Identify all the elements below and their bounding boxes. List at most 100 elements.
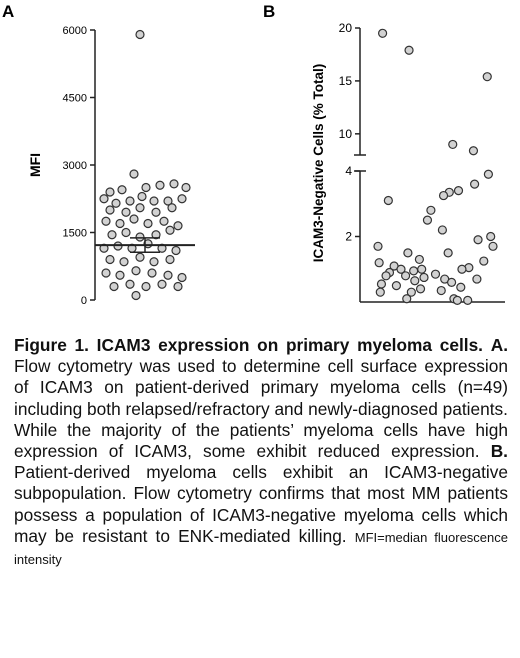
panel-b-data-point [438,190,449,201]
panel-a-data-point [141,281,151,292]
panel-a-data-point [141,182,151,193]
panel-a-data-point [131,266,141,276]
panel-a-data-point [137,191,147,202]
panel-b-data-point [422,215,433,225]
panel-b-data-point [437,225,447,235]
panel-b-chart: 2 4 10 15 20 [339,21,505,305]
panel-b-y-tick-label: 20 [339,21,353,35]
panel-b-data-point [417,264,427,274]
panel-a-data-point [171,245,181,256]
panel-a-data-point [121,207,131,217]
panel-b-data-point [448,139,458,150]
panel-b-data-point [482,72,492,82]
panel-b-data-point [419,272,429,283]
panel-a-data-point [149,257,159,267]
panel-a-data-point [165,254,175,265]
panel-a-data-point [107,230,117,240]
panel-b-data-point [473,235,483,245]
panel-a-data-point [115,270,125,280]
caption-b-text: Patient-derived myeloma cells exhibit an… [14,462,508,546]
panel-b-data-point [472,274,482,284]
panel-b-data-point [376,279,387,289]
panel-a-data-point [125,279,135,289]
panel-b-data-point [396,264,406,274]
panel-a-data-point [163,270,173,280]
panel-a-data-point [125,196,135,206]
panel-a-label: A [2,2,14,21]
panel-a-chart: 0 1500 3000 4500 6000 [63,25,195,307]
panel-a-data-point [111,198,121,208]
panel-b-data-point [391,281,401,291]
panel-b-data-point [452,295,462,305]
panel-b-data-point [414,254,424,265]
panel-b-data-point [456,282,466,292]
panel-a-data-point [117,185,127,195]
panel-b-data-point [409,266,419,276]
panel-a-data-point [143,218,153,229]
panel-a-data-point [135,203,145,213]
panel-a-data-point [167,203,177,213]
panel-a-data-point [165,225,175,235]
figure-charts: A B 0 1500 3000 4500 6000 2 4 10 15 20 MFI ICAM3… [2,2,505,307]
panel-a-data-point [105,254,115,265]
panel-a-y-tick-label: 0 [81,295,87,307]
panel-a-data-point [115,218,125,229]
panel-a-data-point [169,179,179,189]
panel-a-data-point [129,169,139,179]
panel-a-data-point [155,180,165,190]
panel-a-data-point [129,214,139,224]
panel-a-data-point [105,187,115,197]
panel-b-y-tick-label: 2 [345,230,352,244]
panel-a-y-axis-label: MFI [27,153,43,177]
panel-a-data-point [99,194,109,204]
panel-b-data-point [378,28,388,38]
panel-a-data-point [109,281,119,292]
panel-a-data-point [151,230,161,240]
panel-b-data-point [406,287,416,297]
panel-a-y-tick-label: 1500 [63,228,87,240]
panel-b-data-point [479,256,489,266]
panel-b-y-tick-label: 15 [339,74,353,88]
panel-a-y-tick-label: 6000 [63,25,87,37]
caption-a-text: Flow cytometry was used to determine cel… [14,356,508,462]
caption-footnote: MFI=median fluorescence intensity [14,529,508,568]
panel-b-data-point [381,271,391,281]
panel-b-data-point [447,277,457,287]
panel-b-data-point [402,294,412,304]
panel-a-data-point [177,194,187,204]
panel-b-data-point [374,258,384,268]
panel-b-data-point [403,248,413,258]
panel-b-y-tick-label: 4 [345,164,352,178]
panel-a-y-tick-label: 4500 [63,93,87,105]
panel-a-data-point [157,279,167,289]
panel-a-data-point [163,196,173,206]
caption-title: Figure 1. ICAM3 expression on primary my… [14,335,483,355]
panel-b-data-point [453,186,464,196]
panel-b-data-point [470,179,480,189]
panel-b-data-point [486,231,496,242]
panel-b-data-point [404,45,414,55]
panel-a-data-point [101,216,111,226]
panel-b-label: B [263,2,275,21]
panel-b-data-point [373,241,383,251]
panel-b-data-point [401,271,411,281]
panel-a-data-point [147,268,157,278]
panel-a-data-point [177,272,187,283]
panel-b-data-point [415,284,426,294]
figure-caption: Figure 1. ICAM3 expression on primary my… [14,335,508,570]
panel-b-data-point [436,285,446,296]
panel-a-data-point [135,232,145,242]
panel-b-data-point [468,146,479,156]
panel-b-data-point [383,195,393,206]
panel-a-data-point [173,221,183,231]
panel-a-data-point [121,227,131,238]
panel-a-data-point [101,268,111,278]
caption-a-label: A. [490,335,508,355]
panel-a-data-point [181,182,191,193]
panel-a-data-point [119,257,129,267]
panel-a-y-tick-label: 3000 [63,160,87,172]
panel-a-data-point [149,196,159,206]
panel-a-data-point [131,290,141,301]
panel-a-data-point [173,281,183,292]
panel-b-y-axis-label: ICAM3-Negative Cells (% Total) [311,64,326,263]
